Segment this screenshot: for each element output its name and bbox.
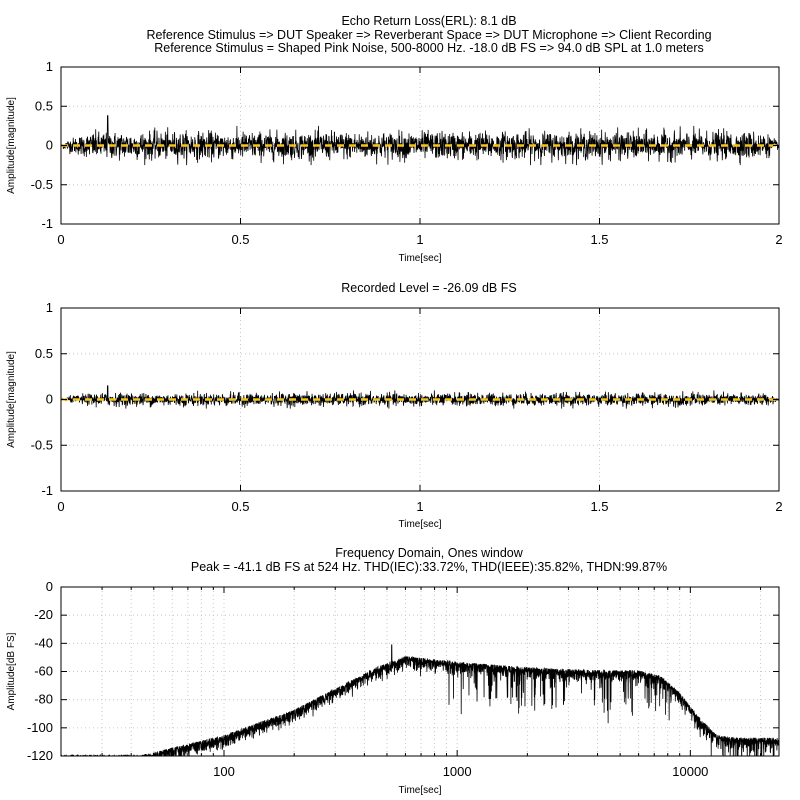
x-tick-label: 0	[57, 232, 64, 247]
x-tick-label: 0.5	[231, 232, 249, 247]
waveform-series	[61, 115, 779, 166]
y-axis-label: Amplitude[dB FS]	[6, 632, 17, 710]
chart-title-line: Recorded Level = -26.09 dB FS	[341, 281, 516, 295]
tick-marks	[61, 586, 779, 757]
tick-marks	[60, 307, 780, 492]
y-tick-label: -120	[27, 748, 53, 763]
y-tick-label: 1	[46, 300, 53, 315]
x-tick-label: 2	[775, 499, 782, 514]
x-tick-label: 1000	[443, 764, 472, 779]
x-tick-label: 2	[775, 232, 782, 247]
x-axis-label: Time[sec]	[399, 519, 442, 530]
y-tick-label: 1	[46, 59, 53, 74]
x-tick-label: 0	[57, 499, 64, 514]
spectrum-series	[61, 644, 779, 756]
time-domain-recorded-chart: 0 0.5 1 1.5 2 1 0.5 0 -0.5 -1 Recorded Level = -26…	[6, 281, 783, 530]
y-axis-label: Amplitude[magnitude]	[6, 351, 17, 448]
x-tick-label: 100	[213, 764, 235, 779]
y-axis-label: Amplitude[magnitude]	[6, 97, 17, 194]
y-tick-label: -0.5	[31, 177, 53, 192]
grid	[61, 308, 779, 491]
plot-area	[61, 644, 779, 756]
frequency-domain-chart: 100 1000 10000 0 -20 -40 -60 -80 -100 -120 Frequen…	[6, 546, 780, 796]
y-tick-label: 0	[46, 138, 53, 153]
y-tick-label: 0	[46, 579, 53, 594]
y-tick-label: -100	[27, 720, 53, 735]
x-tick-label: 0.5	[231, 499, 249, 514]
chart-title-line: Peak = -41.1 dB FS at 524 Hz. THD(IEC):3…	[191, 560, 667, 574]
y-tick-label: -1	[41, 483, 53, 498]
x-axis-label: Time[sec]	[399, 253, 442, 264]
x-axis-label: Time[sec]	[399, 785, 442, 796]
y-tick-label: -20	[34, 607, 53, 622]
plot-area	[61, 385, 779, 409]
y-tick-label: 0.5	[35, 98, 53, 113]
y-tick-label: -0.5	[31, 437, 53, 452]
chart-title-line: Echo Return Loss(ERL): 8.1 dB	[341, 14, 516, 28]
time-domain-reference-chart: 0 0.5 1 1.5 2 1 0.5 0 -0.5 -1 Echo Return Loss(ERL…	[6, 14, 783, 264]
x-tick-label: 10000	[672, 764, 708, 779]
waveform-series	[61, 385, 779, 409]
y-tick-label: 0.5	[35, 346, 53, 361]
chart-title-line: Reference Stimulus = Shaped Pink Noise, …	[154, 41, 704, 55]
y-tick-label: 0	[46, 392, 53, 407]
x-tick-label: 1	[416, 232, 423, 247]
x-tick-label: 1.5	[590, 232, 608, 247]
chart-title-line: Reference Stimulus => DUT Speaker => Rev…	[146, 28, 711, 42]
y-tick-label: -1	[41, 216, 53, 231]
x-tick-label: 1	[416, 499, 423, 514]
chart-title-line: Frequency Domain, Ones window	[335, 546, 524, 560]
y-tick-label: -60	[34, 664, 53, 679]
tick-marks	[60, 66, 780, 225]
y-tick-label: -80	[34, 692, 53, 707]
x-tick-label: 1.5	[590, 499, 608, 514]
plot-area	[61, 115, 779, 166]
y-tick-label: -40	[34, 635, 53, 650]
